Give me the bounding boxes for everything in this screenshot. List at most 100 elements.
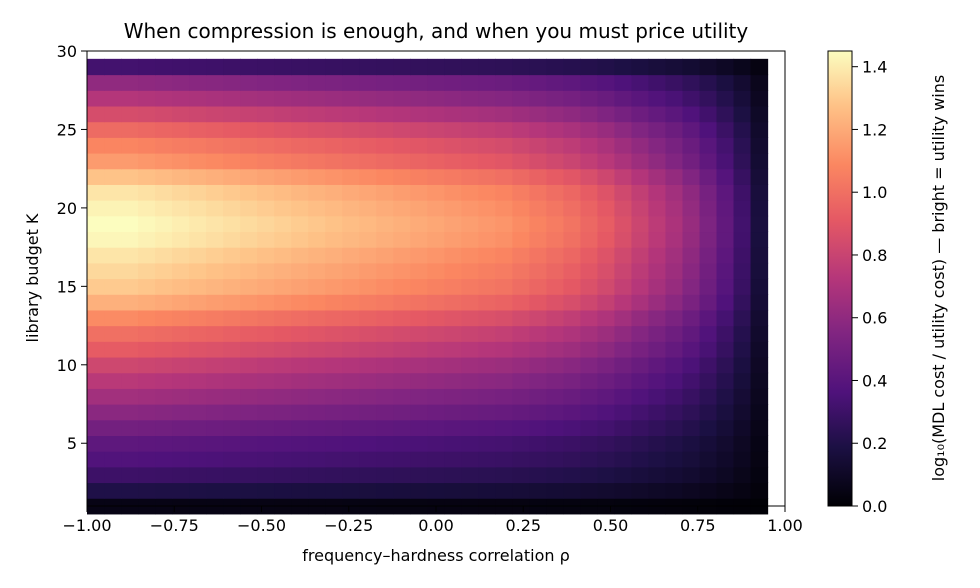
heatmap-cell xyxy=(376,325,394,342)
heatmap-cell xyxy=(750,105,769,123)
y-axis-label: library budget K xyxy=(23,213,42,342)
heatmap-cell xyxy=(614,90,633,107)
heatmap-cell xyxy=(427,341,445,358)
heatmap-cell xyxy=(682,247,701,264)
heatmap-cell xyxy=(172,435,190,452)
heatmap-cell xyxy=(240,356,258,374)
heatmap-cell xyxy=(274,404,292,421)
heatmap-cell xyxy=(614,184,633,201)
heatmap-cell xyxy=(648,419,667,436)
heatmap-cell xyxy=(631,90,650,107)
heatmap-cell xyxy=(716,262,735,280)
heatmap-cell xyxy=(495,356,513,374)
heatmap-cell xyxy=(240,419,258,436)
heatmap-cell xyxy=(291,168,309,185)
heatmap-cell xyxy=(682,231,701,248)
heatmap-cell xyxy=(393,184,411,201)
heatmap-cell xyxy=(240,309,258,327)
heatmap-cell xyxy=(444,105,462,123)
heatmap-cell xyxy=(257,294,275,311)
heatmap-cell xyxy=(172,74,190,91)
heatmap-cell xyxy=(87,90,105,107)
heatmap-cell xyxy=(648,341,667,358)
heatmap-cell xyxy=(631,278,650,295)
heatmap-cell xyxy=(631,152,650,170)
heatmap-cell xyxy=(376,341,394,358)
heatmap-cell xyxy=(240,325,258,342)
heatmap-cell xyxy=(682,294,701,311)
heatmap-cell xyxy=(750,90,769,107)
heatmap-cell xyxy=(291,74,309,91)
heatmap-cell xyxy=(682,325,701,342)
heatmap-cell xyxy=(648,451,667,468)
heatmap-cell xyxy=(206,184,224,201)
heatmap-cell xyxy=(138,294,156,311)
heatmap-cell xyxy=(376,388,394,405)
heatmap-cell xyxy=(512,325,530,342)
heatmap-cell xyxy=(529,74,547,91)
heatmap-cell xyxy=(665,419,684,436)
heatmap-cell xyxy=(648,105,667,123)
heatmap-cell xyxy=(648,74,667,91)
heatmap-cell xyxy=(138,137,156,154)
heatmap-cell xyxy=(563,231,581,248)
heatmap-cell xyxy=(512,262,530,280)
heatmap-cell xyxy=(512,309,530,327)
heatmap-cell xyxy=(240,74,258,91)
heatmap-cell xyxy=(529,278,547,295)
heatmap-cell xyxy=(410,278,428,295)
heatmap-cell xyxy=(478,372,496,389)
heatmap-cell xyxy=(291,58,309,76)
heatmap-cell xyxy=(614,105,633,123)
heatmap-cell xyxy=(155,105,173,123)
heatmap-cell xyxy=(427,58,445,76)
heatmap-cell xyxy=(342,200,360,217)
heatmap-cell xyxy=(223,137,241,154)
heatmap-cell xyxy=(274,372,292,389)
heatmap-cell xyxy=(580,309,599,327)
heatmap-cell xyxy=(342,388,360,405)
heatmap-cell xyxy=(631,58,650,76)
heatmap-cell xyxy=(274,309,292,327)
heatmap-cell xyxy=(376,466,394,484)
heatmap-cell xyxy=(240,137,258,154)
heatmap-cell xyxy=(529,121,547,138)
heatmap-cell xyxy=(325,278,343,295)
heatmap-cell xyxy=(444,419,462,436)
heatmap-cell xyxy=(206,325,224,342)
heatmap-cell xyxy=(444,247,462,264)
heatmap-cell xyxy=(631,105,650,123)
heatmap-cell xyxy=(495,121,513,138)
heatmap-cell xyxy=(648,262,667,280)
heatmap-cell xyxy=(410,435,428,452)
heatmap-cell xyxy=(342,294,360,311)
heatmap-cell xyxy=(546,74,564,91)
heatmap-cell xyxy=(189,294,207,311)
heatmap-cell xyxy=(665,404,684,421)
heatmap-cell xyxy=(665,388,684,405)
heatmap-cell xyxy=(87,388,105,405)
x-tick-label: 0.75 xyxy=(680,516,716,535)
heatmap-cell xyxy=(138,325,156,342)
heatmap-cell xyxy=(733,309,752,327)
heatmap-cell xyxy=(716,231,735,248)
x-tick-label: −0.25 xyxy=(324,516,373,535)
heatmap-cell xyxy=(223,419,241,436)
heatmap-cell xyxy=(87,262,105,280)
heatmap-cell xyxy=(325,325,343,342)
heatmap-cell xyxy=(257,105,275,123)
heatmap-cell xyxy=(138,372,156,389)
heatmap-cell xyxy=(308,90,326,107)
heatmap-cell xyxy=(121,451,139,468)
heatmap-cell xyxy=(597,404,616,421)
heatmap-cell xyxy=(393,105,411,123)
heatmap-cell xyxy=(495,90,513,107)
heatmap-cell xyxy=(546,294,564,311)
heatmap-cell xyxy=(614,137,633,154)
colorbar-tick-label: 0.6 xyxy=(862,309,887,328)
heatmap-cell xyxy=(631,325,650,342)
heatmap-cell xyxy=(682,200,701,217)
heatmap-cell xyxy=(427,90,445,107)
heatmap-cell xyxy=(444,466,462,484)
heatmap-cell xyxy=(648,121,667,138)
